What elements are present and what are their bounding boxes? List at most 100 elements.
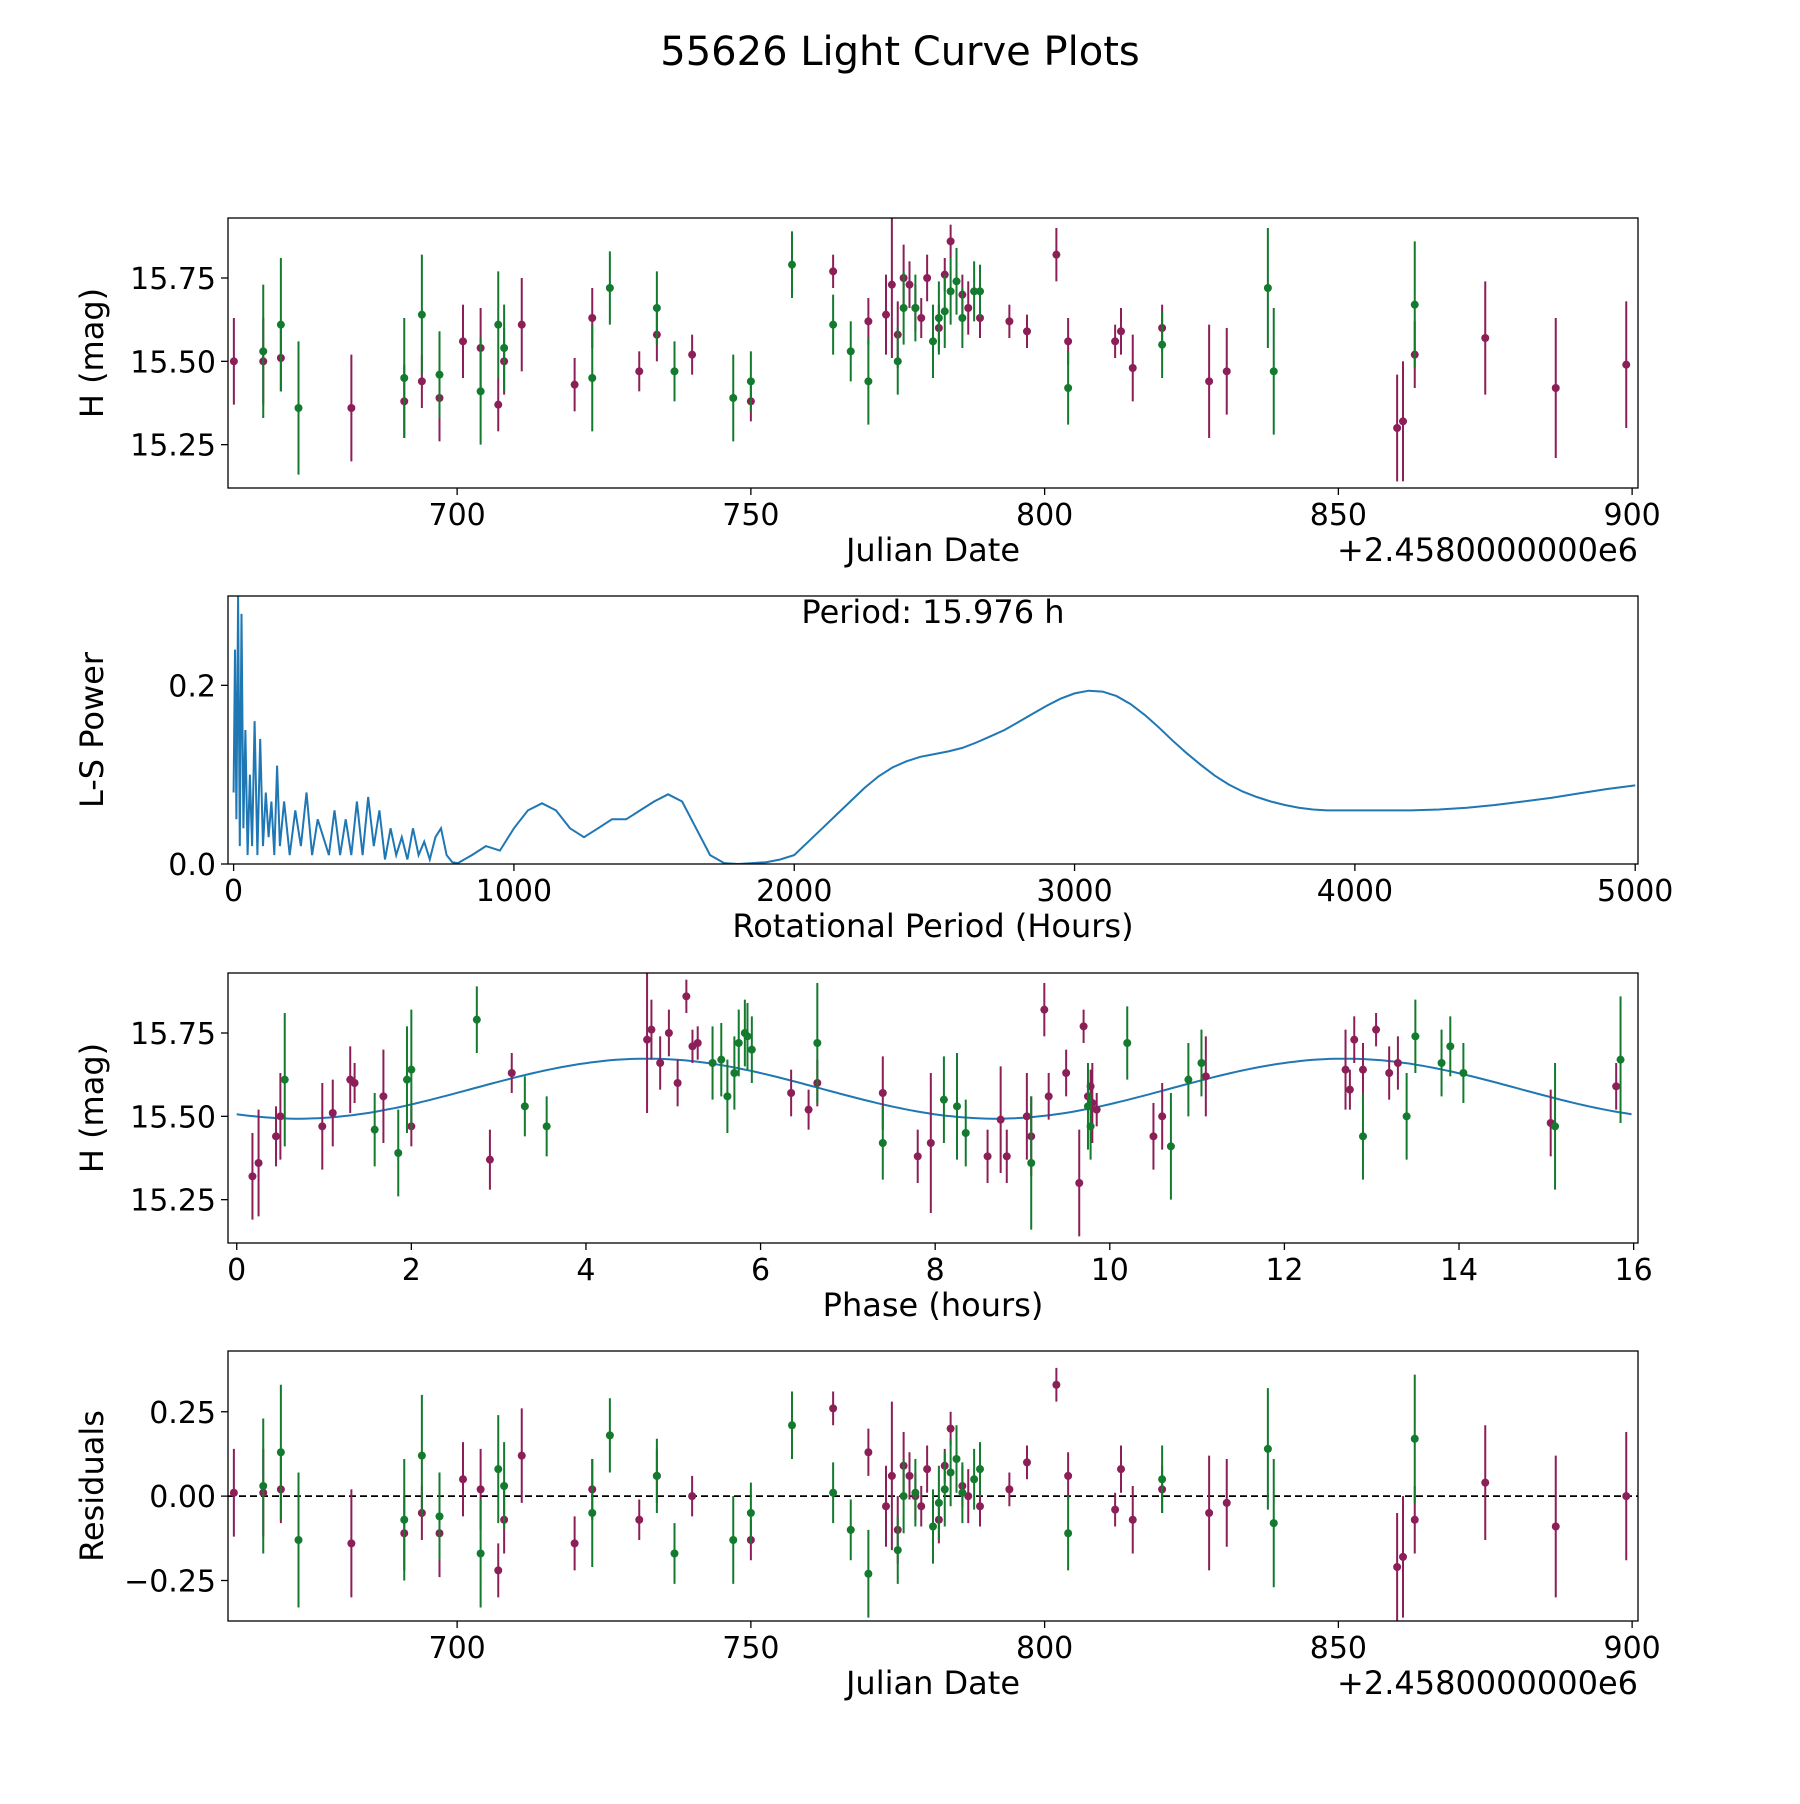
data-point <box>605 1431 614 1440</box>
data-point <box>976 1465 984 1474</box>
data-point <box>1410 1515 1419 1524</box>
data-point <box>893 357 902 366</box>
x-tick-label: 8 <box>926 1253 945 1288</box>
data-point <box>1205 377 1214 386</box>
data-point <box>1128 364 1137 372</box>
data-point <box>1086 1122 1095 1131</box>
data-point <box>746 1509 755 1517</box>
data-point <box>1201 1072 1210 1081</box>
data-point <box>1044 1092 1053 1101</box>
data-point <box>878 1139 887 1147</box>
data-point <box>417 310 426 319</box>
data-point <box>946 1424 955 1433</box>
data-point <box>747 1045 756 1054</box>
x-tick-label: 900 <box>1603 1631 1660 1666</box>
data-point <box>813 1039 822 1047</box>
x-tick-label: 700 <box>428 1631 485 1666</box>
y-axis-label: H (mag) <box>73 288 111 418</box>
data-point <box>1197 1059 1206 1067</box>
data-point <box>970 1475 979 1484</box>
y-tick-label: −0.25 <box>124 1565 216 1600</box>
data-point <box>788 260 796 269</box>
x-tick-label: 0 <box>224 874 243 909</box>
data-point <box>500 1482 509 1490</box>
x-tick-label: 900 <box>1603 498 1660 533</box>
data-point <box>1399 417 1407 426</box>
axes-frame <box>227 1350 1639 1622</box>
data-point <box>787 1089 796 1097</box>
x-axis-label: Phase (hours) <box>823 1286 1044 1324</box>
data-point <box>940 307 949 316</box>
data-point <box>570 380 579 389</box>
data-point <box>958 1488 967 1497</box>
x-tick-label: 10 <box>1091 1253 1129 1288</box>
data-point <box>929 337 937 346</box>
y-tick-label: 0.0 <box>168 848 216 883</box>
data-point <box>1372 1025 1381 1034</box>
data-point <box>1437 1059 1446 1067</box>
x-tick-label: 3000 <box>1036 874 1112 909</box>
data-point <box>400 374 409 382</box>
data-point <box>1005 317 1014 326</box>
data-point <box>940 1485 949 1494</box>
data-point <box>276 1112 285 1121</box>
plot-area <box>228 1367 1638 1621</box>
data-point <box>829 1488 838 1497</box>
data-point <box>1064 1471 1073 1480</box>
data-point <box>864 1569 873 1578</box>
data-point <box>729 394 738 402</box>
data-point <box>1402 1112 1411 1121</box>
data-point <box>882 310 890 319</box>
plot-area <box>232 596 1636 864</box>
data-point <box>934 314 943 322</box>
data-point <box>917 314 926 322</box>
data-point <box>652 1471 661 1480</box>
data-point <box>1117 1465 1125 1474</box>
data-point <box>673 1079 682 1087</box>
periodogram-line <box>232 596 1636 864</box>
panel-phase: 0 2 4 6 8 10 12 14 16 15.25 15.50 15.75 Phase (hours… <box>73 972 1653 1324</box>
x-tick-label: 0 <box>227 1253 246 1288</box>
x-tick-label: 4 <box>576 1253 595 1288</box>
data-point <box>280 1075 289 1084</box>
data-point <box>294 404 303 412</box>
data-point <box>435 370 444 379</box>
data-point <box>788 1421 796 1430</box>
data-point <box>1358 1132 1367 1141</box>
data-point <box>652 304 661 312</box>
data-point <box>1622 1492 1631 1501</box>
data-point <box>588 374 597 382</box>
data-point <box>656 1059 665 1067</box>
data-point <box>1551 1122 1560 1131</box>
data-point <box>259 347 268 356</box>
x-tick-label: 800 <box>1016 498 1073 533</box>
data-point <box>254 1159 263 1167</box>
x-axis-label: Julian Date <box>844 531 1020 569</box>
data-point <box>829 267 838 276</box>
data-point <box>394 1149 403 1157</box>
data-point <box>229 1488 238 1497</box>
x-tick-label: 12 <box>1265 1253 1303 1288</box>
data-point <box>743 1032 752 1041</box>
plot-area <box>229 218 1631 482</box>
y-tick-label: 0.2 <box>168 669 216 704</box>
data-point <box>276 1448 285 1457</box>
data-point <box>882 1502 890 1511</box>
data-point <box>494 400 503 409</box>
y-axis-label: L-S Power <box>73 651 111 808</box>
x-tick-label: 700 <box>428 498 485 533</box>
data-point <box>926 1139 935 1147</box>
data-point <box>1184 1075 1193 1084</box>
x-tick-label: 1000 <box>476 874 552 909</box>
data-point <box>459 1475 467 1484</box>
data-point <box>1393 424 1402 432</box>
plot-area <box>236 973 1632 1237</box>
data-point <box>970 287 979 296</box>
data-point <box>804 1105 813 1114</box>
data-point <box>1075 1179 1084 1187</box>
data-point <box>1052 250 1061 259</box>
data-point <box>934 1498 943 1507</box>
data-point <box>517 1451 526 1460</box>
data-point <box>953 1102 962 1111</box>
data-point <box>887 1471 896 1480</box>
